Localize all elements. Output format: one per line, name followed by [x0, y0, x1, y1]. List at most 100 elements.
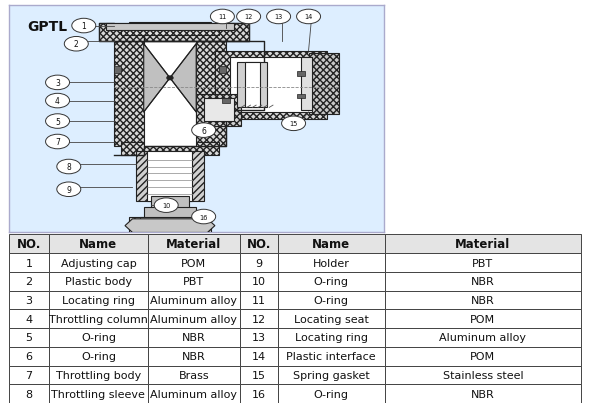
Bar	[148, 328, 240, 347]
Bar	[385, 272, 581, 291]
Bar	[148, 235, 240, 254]
Bar	[9, 254, 50, 272]
Bar	[385, 366, 581, 384]
Bar	[385, 254, 581, 272]
Bar	[297, 72, 305, 77]
Bar	[140, 217, 200, 228]
Text: 14: 14	[252, 351, 266, 361]
Text: Aluminum alloy: Aluminum alloy	[150, 295, 237, 305]
Bar	[50, 235, 148, 254]
Polygon shape	[144, 45, 170, 113]
Bar	[9, 235, 50, 254]
Bar	[50, 384, 148, 403]
Circle shape	[281, 117, 306, 131]
Bar	[215, 51, 327, 119]
Text: Aluminum alloy: Aluminum alloy	[150, 314, 237, 324]
Text: Locating ring: Locating ring	[294, 333, 368, 343]
Bar	[385, 384, 581, 403]
Text: 10: 10	[162, 202, 171, 209]
Text: GPTL: GPTL	[28, 20, 68, 34]
Text: 16: 16	[252, 389, 266, 399]
Bar	[278, 366, 385, 384]
Bar	[148, 366, 240, 384]
Bar	[301, 58, 312, 111]
Text: 13: 13	[274, 15, 283, 20]
Text: 12: 12	[244, 15, 253, 20]
Text: 6: 6	[25, 351, 32, 361]
Bar	[114, 29, 144, 147]
Text: 1: 1	[81, 22, 86, 31]
Polygon shape	[170, 45, 196, 113]
Text: 5: 5	[25, 333, 32, 343]
Circle shape	[297, 10, 320, 25]
Bar	[144, 43, 196, 147]
Text: 3: 3	[25, 295, 32, 305]
Text: Material: Material	[455, 238, 510, 251]
Bar	[148, 347, 240, 366]
Bar	[204, 99, 234, 122]
Bar	[297, 94, 305, 99]
Text: NBR: NBR	[182, 351, 206, 361]
Circle shape	[72, 19, 96, 34]
Text: 9: 9	[66, 185, 71, 194]
Text: PBT: PBT	[473, 258, 493, 268]
Bar	[50, 309, 148, 328]
Text: 2: 2	[74, 40, 78, 49]
Bar	[148, 151, 192, 201]
Bar	[240, 309, 278, 328]
Bar	[151, 196, 189, 210]
Text: 8: 8	[25, 389, 32, 399]
Bar	[122, 142, 219, 156]
Text: NBR: NBR	[471, 277, 495, 287]
Bar	[129, 23, 211, 26]
Text: 4: 4	[25, 314, 32, 324]
Circle shape	[45, 76, 70, 90]
Text: 3: 3	[55, 79, 60, 87]
Bar	[278, 347, 385, 366]
Text: 10: 10	[252, 277, 266, 287]
Circle shape	[237, 10, 261, 25]
Bar	[9, 309, 50, 328]
Text: Locating ring: Locating ring	[62, 295, 135, 305]
Text: 11: 11	[218, 15, 227, 20]
Text: 7: 7	[25, 370, 32, 380]
Circle shape	[64, 37, 88, 52]
Text: Locating seat: Locating seat	[294, 314, 369, 324]
Bar	[9, 347, 50, 366]
Text: Aluminum alloy: Aluminum alloy	[440, 333, 526, 343]
Bar	[148, 309, 240, 328]
Bar	[50, 328, 148, 347]
Bar	[240, 328, 278, 347]
Bar	[240, 272, 278, 291]
Bar	[122, 26, 219, 36]
Circle shape	[45, 94, 70, 109]
Bar	[9, 366, 50, 384]
Text: 12: 12	[252, 314, 266, 324]
Text: O-ring: O-ring	[81, 333, 116, 343]
Bar	[136, 151, 204, 201]
Text: Aluminum alloy: Aluminum alloy	[150, 389, 237, 399]
Bar	[148, 291, 240, 309]
Text: 15: 15	[290, 121, 298, 127]
Text: 2: 2	[25, 277, 32, 287]
Bar	[245, 63, 260, 108]
Circle shape	[167, 77, 173, 81]
Text: Plastic body: Plastic body	[65, 277, 132, 287]
Bar	[278, 384, 385, 403]
Text: PBT: PBT	[183, 277, 204, 287]
Bar	[9, 272, 50, 291]
Text: Brass: Brass	[179, 370, 209, 380]
Text: O-ring: O-ring	[314, 277, 349, 287]
Text: Material: Material	[166, 238, 221, 251]
Text: O-ring: O-ring	[81, 351, 116, 361]
Circle shape	[45, 135, 70, 149]
Bar	[50, 366, 148, 384]
Bar	[144, 208, 196, 219]
Text: NO.: NO.	[17, 238, 41, 251]
Bar	[237, 63, 267, 108]
Bar	[278, 309, 385, 328]
Bar	[278, 235, 385, 254]
Circle shape	[154, 198, 178, 213]
Bar	[278, 291, 385, 309]
Text: Name: Name	[79, 238, 117, 251]
